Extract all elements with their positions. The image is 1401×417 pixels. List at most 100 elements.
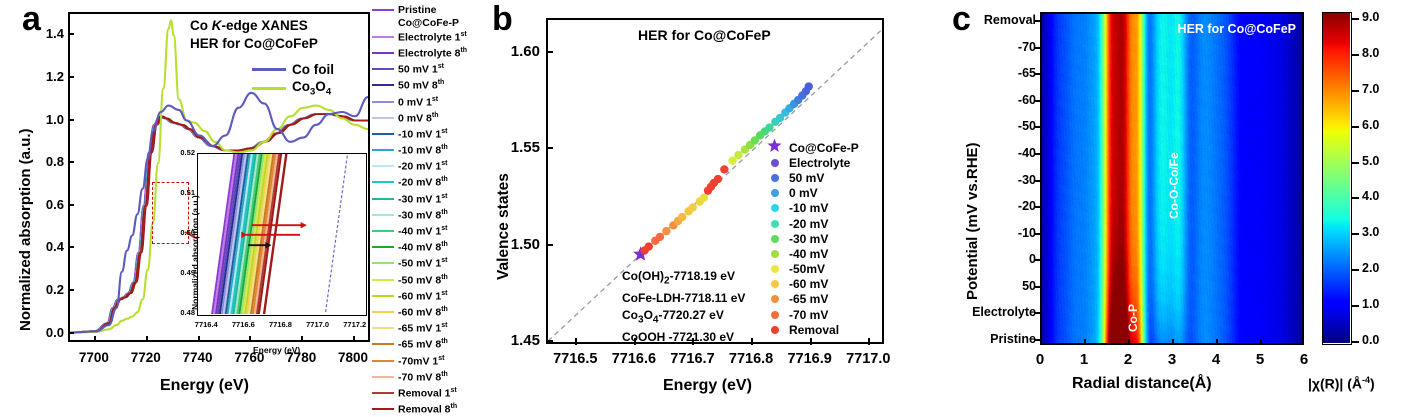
- panel-b-scatter: [548, 28, 882, 342]
- panel-a-curves: [70, 19, 368, 334]
- panel-a-inset-frame: [197, 153, 367, 316]
- y-tick-label: 1.45: [510, 332, 540, 349]
- legend-item: -40 mV 1st: [372, 223, 470, 239]
- x-tick-mark: [1302, 339, 1304, 345]
- x-tick-label: 7720: [130, 350, 161, 365]
- legend-marker: [767, 155, 782, 171]
- panel-b-x-axis-title: Energy (eV): [663, 377, 752, 394]
- x-tick-label: 7780: [286, 350, 317, 365]
- y-tick-label: 1.0: [45, 111, 64, 127]
- legend-item: -60 mV 8th: [372, 304, 470, 320]
- legend-item-label: -70 mV: [789, 307, 829, 322]
- inset-y-tick-label: 0.50: [180, 228, 195, 237]
- legend-line-swatch: [372, 359, 394, 362]
- panel-c-title: HER for Co@CoFeP: [1177, 22, 1296, 36]
- panel-c-heatmap: HER for Co@CoFeP Co-P Co-O-Co/Fe: [1040, 12, 1304, 345]
- colorbar-tick-label: 3.0: [1362, 225, 1380, 240]
- y-tick-label: 1.50: [510, 235, 540, 253]
- y-tick-mark: [546, 50, 553, 53]
- y-tick-mark: [1034, 126, 1040, 129]
- legend-marker: [767, 231, 782, 247]
- colorbar-tick-label: 9.0: [1362, 10, 1380, 24]
- colorbar-tick-label: 7.0: [1362, 81, 1380, 96]
- y-tick-mark: [68, 161, 74, 164]
- x-tick-label: 7740: [182, 350, 213, 365]
- colorbar-tick-mark: [1352, 233, 1359, 236]
- y-tick-mark: [1034, 232, 1040, 235]
- legend-marker: [767, 138, 782, 157]
- legend-item: -70 mV: [767, 307, 859, 322]
- legend-marker: [767, 291, 782, 307]
- y-tick-mark: [546, 147, 553, 150]
- legend-item: Removal 1st: [372, 385, 470, 401]
- y-tick-mark: [1034, 206, 1040, 209]
- legend-item: -65 mV: [767, 292, 859, 307]
- x-tick-mark: [197, 336, 200, 342]
- y-tick-mark: [546, 340, 553, 342]
- x-tick-mark: [1172, 339, 1174, 345]
- y-tick-label: -70: [1017, 39, 1036, 54]
- x-tick-label: 7717.0: [846, 351, 891, 367]
- panel-a: a 0.0 0.2 0.4 0.6 0.8 1.0 1.2 1.4 7700 7720 7740 7…: [0, 0, 470, 415]
- colorbar-tick-label: 6.0: [1362, 117, 1380, 132]
- inset-y-tick-label: 0.49: [180, 268, 195, 277]
- x-tick-mark: [249, 336, 252, 342]
- legend-line-swatch: [372, 375, 394, 378]
- colorbar-tick-mark: [1352, 18, 1359, 20]
- legend-item: -30 mV: [767, 231, 859, 246]
- legend-line-swatch: [372, 116, 394, 119]
- legend-item: Pristine: [372, 2, 470, 18]
- y-tick-label: 1.60: [510, 42, 540, 60]
- x-tick-mark: [1260, 339, 1262, 345]
- legend-item-label: -20 mV: [789, 216, 829, 231]
- legend-line-swatch: [372, 181, 394, 184]
- colorbar-tick-label: 1.0: [1362, 297, 1380, 312]
- y-tick-mark: [1034, 312, 1040, 315]
- legend-line-swatch: [372, 51, 394, 54]
- x-tick-label: 7800: [338, 350, 369, 365]
- legend-item: -40 mV: [767, 246, 859, 261]
- y-tick-label: -50: [1017, 119, 1036, 134]
- legend-line-swatch: [372, 165, 394, 168]
- y-tick-mark: [1034, 20, 1040, 22]
- inset-x-tick-label: 7716.4: [194, 320, 218, 329]
- legend-marker: [767, 322, 782, 338]
- y-tick-label: -60: [1017, 92, 1036, 107]
- colorbar: [1322, 12, 1352, 345]
- y-tick-label: Electrolyte: [972, 305, 1036, 320]
- reference-energy-line: CoFe-LDH-7718.11 eV: [622, 290, 746, 305]
- y-tick-mark: [1034, 99, 1040, 102]
- legend-item-label: -30 mV 8th: [398, 208, 448, 222]
- legend-item: -20 mV 8th: [372, 174, 470, 190]
- legend-line-swatch: [372, 197, 394, 200]
- y-tick-label: 0.0: [45, 324, 64, 340]
- colorbar-label: |χ(R)| (Å-4): [1308, 375, 1375, 392]
- y-tick-label: -40: [1017, 145, 1036, 160]
- x-tick-label: 7760: [234, 350, 265, 365]
- y-tick-label: 0.2: [45, 281, 64, 297]
- inset-y-tick-label: 0.52: [180, 148, 195, 157]
- reference-energy-line: Co(OH)2-7718.19 eV: [622, 269, 735, 287]
- legend-line-swatch: [372, 35, 394, 38]
- panel-b-legend: Co@CoFe-P Electrolyte 50 mV 0 mV -10 mV -20 m…: [767, 138, 859, 337]
- panel-c-x-axis-title: Radial distance(Å): [1072, 375, 1212, 392]
- x-tick-label: 7716.7: [670, 351, 715, 367]
- co3o4-line-swatch: [252, 86, 286, 90]
- legend-marker: [767, 276, 782, 292]
- y-tick-label: 1.4: [45, 26, 64, 42]
- y-tick-mark: [1034, 285, 1040, 288]
- legend-item-label: 50 mV 8th: [398, 79, 445, 92]
- legend-item-co-foil: Co foil: [252, 62, 334, 77]
- legend-item: 0 mV: [767, 186, 859, 201]
- inset-x-tick-label: 7716.8: [269, 320, 292, 329]
- legend-line-swatch: [372, 230, 394, 233]
- x-tick-label: 4: [1211, 351, 1221, 368]
- legend-item: 50 mV 1st: [372, 61, 470, 77]
- legend-item: Electrolyte 8th: [372, 45, 470, 61]
- legend-item-label: Removal 1st: [398, 386, 457, 400]
- legend-item: Removal: [767, 322, 859, 337]
- colorbar-tick-mark: [1352, 125, 1359, 128]
- y-tick-mark: [68, 75, 74, 78]
- inset-x-tick-label: 7717.2: [343, 320, 367, 329]
